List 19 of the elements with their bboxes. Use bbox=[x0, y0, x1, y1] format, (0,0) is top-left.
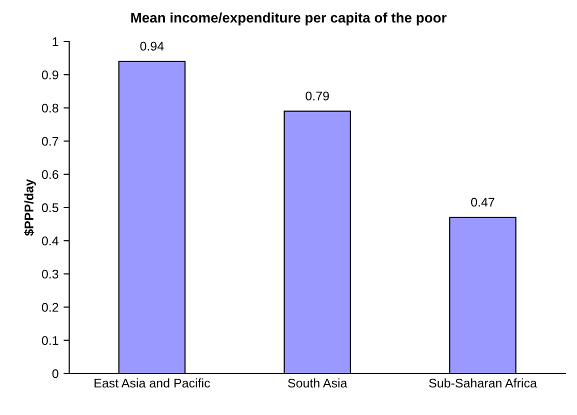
y-tick-label: 0.9 bbox=[42, 70, 58, 80]
chart-title: Mean income/expenditure per capita of the poor bbox=[131, 12, 447, 26]
y-tick-label: 0 bbox=[52, 369, 58, 378]
y-tick-label: 0.5 bbox=[42, 203, 58, 212]
y-tick-label: 0.2 bbox=[42, 302, 58, 312]
y-axis-title: $PPP/day bbox=[24, 179, 36, 236]
y-tick-label: 1 bbox=[52, 37, 58, 46]
y-tick-label: 0.1 bbox=[42, 336, 58, 345]
y-tick-label: 0.6 bbox=[42, 170, 58, 179]
y-tick-label: 0.8 bbox=[42, 104, 58, 113]
y-tick-label: 0.4 bbox=[42, 236, 58, 246]
data-label: 0.94 bbox=[140, 42, 164, 51]
data-label: 0.47 bbox=[471, 198, 494, 207]
y-tick-label: 0.7 bbox=[42, 136, 58, 146]
x-tick-label: Sub-Saharan Africa bbox=[429, 378, 537, 388]
y-tick-label: 0.3 bbox=[42, 270, 58, 279]
data-label: 0.79 bbox=[306, 92, 329, 100]
x-tick-label: South Asia bbox=[288, 378, 348, 388]
x-tick-label: East Asia and Pacific bbox=[94, 378, 210, 388]
